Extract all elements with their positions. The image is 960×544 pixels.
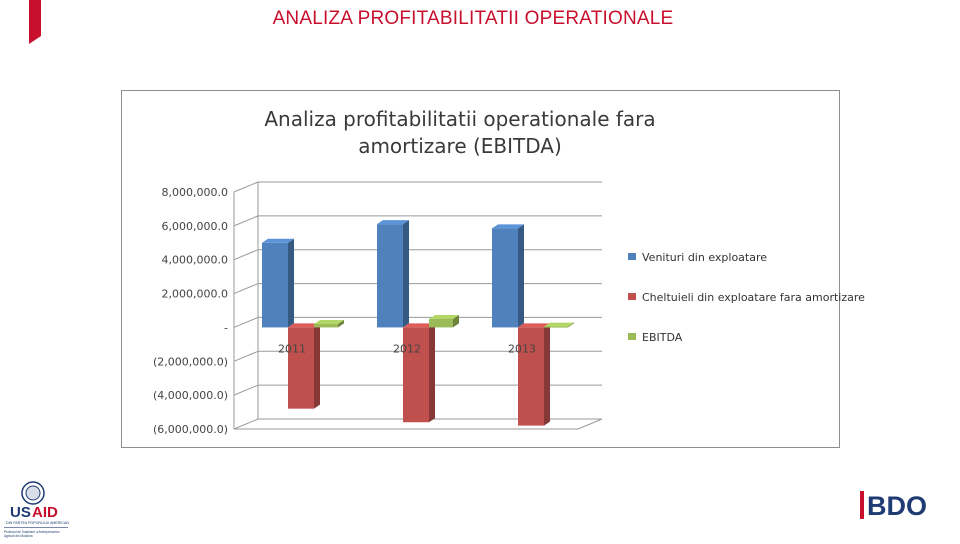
bar <box>377 224 403 328</box>
y-tick-label: (2,000,000.0) <box>153 355 228 368</box>
x-tick-label: 2013 <box>508 342 536 355</box>
bar <box>288 327 314 409</box>
y-tick-label: (6,000,000.0) <box>153 423 228 436</box>
bar-top <box>544 322 574 327</box>
bar <box>492 228 518 328</box>
bar-side <box>288 238 294 328</box>
bar <box>544 326 568 328</box>
y-tick-label: - <box>224 321 228 334</box>
chart-frame <box>121 90 840 448</box>
y-tick-label: 8,000,000.0 <box>162 186 228 199</box>
bar-side <box>518 224 524 328</box>
x-tick-label: 2012 <box>393 342 421 355</box>
chart-title-line-2: amortizare (EBITDA) <box>358 134 562 158</box>
legend-label: Venituri din exploatare <box>642 251 767 264</box>
svg-text:US: US <box>10 504 31 521</box>
bar-top <box>288 323 320 328</box>
svg-text:AID: AID <box>32 504 58 521</box>
bar <box>429 318 453 328</box>
gridline-diag <box>233 316 259 328</box>
floor-edge-diag <box>577 418 603 430</box>
bar-side <box>429 323 435 423</box>
bar <box>518 327 544 426</box>
bar <box>262 242 288 328</box>
bar-side <box>453 314 459 328</box>
usaid-logo: US AID DIN PARTEA POPORULUI AMERICAN Pro… <box>0 480 90 540</box>
svg-text:Proiectul de Susținere a Antre: Proiectul de Susținere a Antreprenorilor <box>4 530 61 534</box>
bar-side <box>568 322 574 328</box>
bar-side <box>544 323 550 426</box>
y-tick-label: 2,000,000.0 <box>162 288 228 301</box>
x-tick-label: 2011 <box>278 342 306 355</box>
gridline-diag <box>233 418 259 430</box>
bar-side <box>314 323 320 409</box>
bar-side <box>403 220 409 328</box>
bar <box>314 324 338 328</box>
y-tick-label: 6,000,000.0 <box>162 220 228 233</box>
bar-top <box>262 238 294 243</box>
legend-label: EBITDA <box>642 331 683 344</box>
gridline-diag <box>233 283 259 295</box>
bar-top <box>429 314 459 319</box>
legend-swatch <box>628 253 636 260</box>
page-title: ANALIZA PROFITABILITATII OPERATIONALE <box>272 8 674 29</box>
gridline-diag <box>233 215 259 227</box>
bar-side <box>338 320 344 328</box>
bdo-logo: BDO <box>858 487 940 523</box>
legend-label: Cheltuieli din exploatare fara amortizar… <box>642 291 865 304</box>
gridline-diag <box>233 350 259 362</box>
bar-top <box>314 320 344 325</box>
legend-swatch <box>628 293 636 300</box>
svg-text:DIN PARTEA POPORULUI AMERICAN: DIN PARTEA POPORULUI AMERICAN <box>6 521 69 525</box>
bar-top <box>377 220 409 225</box>
bar <box>403 327 429 423</box>
bar-top <box>403 323 435 328</box>
svg-text:Agricoli din Moldova: Agricoli din Moldova <box>4 534 33 538</box>
gridline-diag <box>233 249 259 261</box>
gridline-diag <box>233 181 259 193</box>
bar-top <box>518 323 550 328</box>
y-tick-label: 4,000,000.0 <box>162 254 228 267</box>
chart-title-line-1: Analiza profitabilitatii operationale fa… <box>264 107 656 131</box>
bar-top <box>492 224 524 229</box>
bdo-wordmark: BDO <box>867 491 927 521</box>
legend-swatch <box>628 333 636 340</box>
y-tick-label: (4,000,000.0) <box>153 389 228 402</box>
chart-title: Analiza profitabilitatii operationale fa… <box>170 106 750 160</box>
gridline-diag <box>233 384 259 396</box>
